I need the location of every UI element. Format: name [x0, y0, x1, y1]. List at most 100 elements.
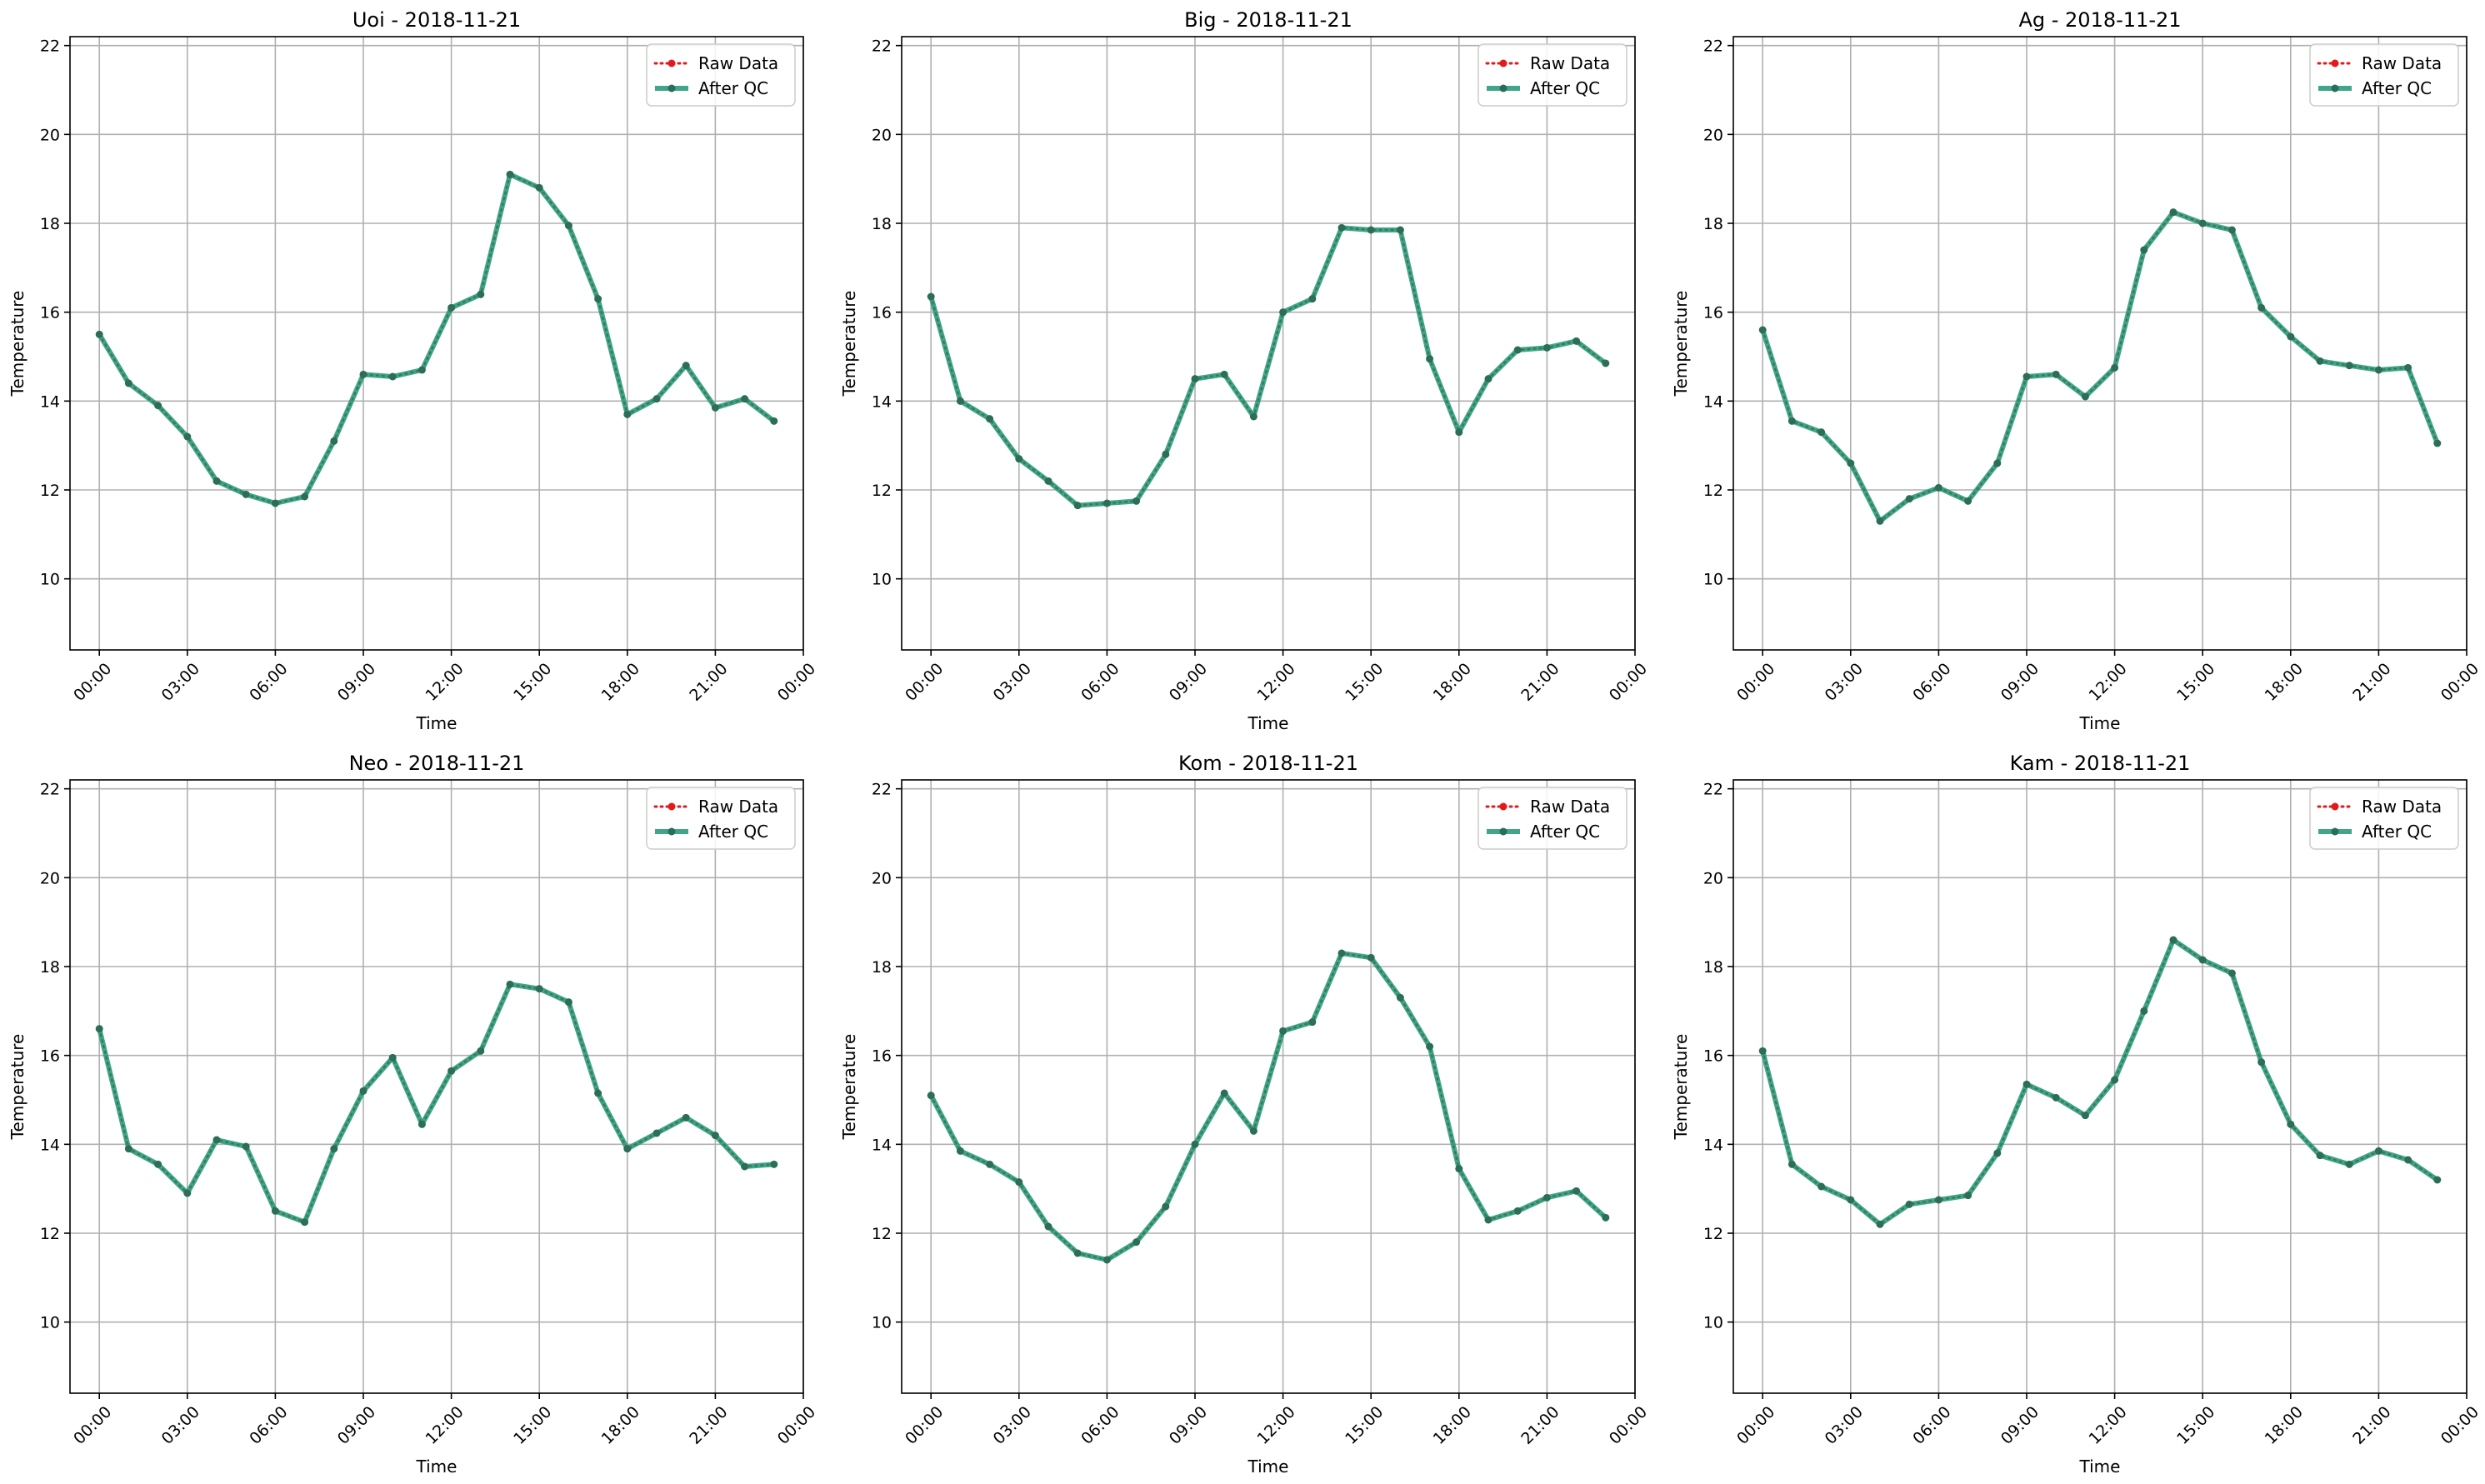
legend-qc-marker [1499, 84, 1508, 92]
x-tick-label: 15:00 [510, 1403, 555, 1448]
chart-title: Big - 2018-11-21 [1184, 8, 1352, 32]
x-tick-label: 00:00 [902, 1403, 947, 1448]
raw-data-line [1761, 937, 2439, 1227]
x-tick-label: 09:00 [334, 1403, 379, 1448]
after-qc-point [301, 492, 309, 501]
x-tick-label: 18:00 [598, 1403, 643, 1448]
after-qc-point [448, 303, 456, 312]
x-tick-label: 18:00 [598, 660, 643, 705]
y-tick-label: 22 [1703, 37, 1723, 56]
after-qc-point [1993, 1149, 2002, 1157]
series-after-qc [95, 980, 778, 1227]
x-tick-label: 06:00 [1909, 1403, 1954, 1448]
legend: Raw Data After QC [646, 43, 796, 107]
series-after-qc [927, 949, 1610, 1264]
y-tick-label: 14 [1703, 1136, 1723, 1154]
y-tick-label: 18 [872, 958, 892, 977]
y-tick-label: 12 [40, 1225, 60, 1243]
after-qc-point [1426, 1042, 1434, 1051]
y-tick-label: 20 [1703, 869, 1723, 887]
grid [1733, 37, 2468, 650]
after-qc-point [711, 1132, 719, 1140]
grid [70, 37, 804, 650]
x-axis-label: Time [416, 1457, 458, 1477]
legend: Raw Data After QC [1478, 787, 1628, 850]
series-raw-data [1759, 208, 2441, 525]
x-tick-label: 18:00 [1430, 1403, 1475, 1448]
series-after-qc [1758, 936, 2442, 1228]
y-tick-label: 22 [40, 37, 60, 56]
legend-qc-marker [668, 827, 676, 836]
after-qc-point [506, 980, 514, 988]
legend: Raw Data After QC [2309, 787, 2459, 850]
after-qc-point [418, 1120, 426, 1128]
plot-frame [69, 779, 804, 1394]
chart-title: Uoi - 2018-11-21 [352, 8, 521, 32]
y-tick-label: 16 [872, 304, 892, 322]
y-tick-label: 16 [1703, 1047, 1723, 1066]
legend-raw-marker [668, 802, 676, 811]
subplot-3: 10 12 14 16 18 20 22 00:00 03:00 06:00 09:00 12:00 1… [8, 752, 819, 1477]
y-tick-label: 14 [872, 1136, 892, 1154]
subplot-1: 10 12 14 16 18 20 22 00:00 03:00 06:00 09:00 12:00 1… [839, 8, 1651, 733]
after-qc-point [956, 1147, 964, 1155]
y-tick-label: 14 [872, 392, 892, 411]
y-axis-label: Temperature [8, 1034, 28, 1141]
x-tick-label: 18:00 [2262, 1403, 2307, 1448]
legend-qc-label: After QC [1530, 78, 1600, 98]
after-qc-point [388, 372, 397, 381]
legend-qc-label: After QC [698, 78, 768, 98]
after-qc-point [594, 295, 602, 303]
legend-qc-label: After QC [698, 822, 768, 842]
x-tick-label: 00:00 [2438, 660, 2482, 705]
x-axis-label: Time [416, 713, 458, 733]
x-tick-label: 21:00 [1518, 1403, 1562, 1448]
x-tick-label: 21:00 [686, 660, 731, 705]
x-tick-label: 15:00 [2173, 660, 2218, 705]
legend-raw-label: Raw Data [698, 797, 778, 817]
x-tick-label: 00:00 [70, 1403, 115, 1448]
y-tick-label: 18 [40, 958, 60, 977]
chart-title: Kom - 2018-11-21 [1178, 752, 1358, 775]
legend-raw-marker [2331, 802, 2339, 811]
x-tick-label: 09:00 [1166, 1403, 1211, 1448]
x-tick-label: 00:00 [774, 660, 819, 705]
legend-raw-marker [1499, 802, 1508, 811]
x-tick-label: 09:00 [334, 660, 379, 705]
raw-data-overlay [930, 952, 1607, 1262]
y-axis-label: Temperature [1671, 1034, 1691, 1141]
after-qc-point [2140, 1007, 2148, 1015]
legend: Raw Data After QC [1478, 43, 1628, 107]
y-tick-label: 10 [1703, 571, 1723, 589]
x-tick-label: 03:00 [1822, 1403, 1867, 1448]
y-tick-label: 10 [872, 571, 892, 589]
raw-data-overlay [98, 983, 775, 1223]
x-tick-label: 12:00 [422, 660, 467, 705]
after-qc-line [928, 951, 1608, 1262]
x-tick-label: 00:00 [1733, 660, 1778, 705]
x-tick-label: 21:00 [2349, 1403, 2394, 1448]
after-qc-point [1934, 1196, 1942, 1204]
after-qc-point [2316, 1152, 2324, 1160]
x-tick-label: 03:00 [158, 1403, 203, 1448]
y-tick-label: 18 [40, 215, 60, 233]
x-tick-label: 00:00 [1606, 660, 1651, 705]
legend-raw-label: Raw Data [2362, 797, 2442, 817]
legend-raw-marker [1499, 59, 1508, 67]
x-tick-label: 00:00 [2438, 1403, 2482, 1448]
x-tick-label: 18:00 [1430, 660, 1475, 705]
series-raw-data [96, 981, 778, 1226]
legend-raw-label: Raw Data [2362, 53, 2442, 73]
x-axis-label: Time [1248, 1457, 1289, 1477]
after-qc-point [359, 370, 368, 378]
x-tick-label: 12:00 [1253, 660, 1298, 705]
x-tick-label: 15:00 [2173, 1403, 2218, 1448]
chart-title: Ag - 2018-11-21 [2018, 8, 2181, 32]
after-qc-point [1367, 226, 1375, 234]
x-tick-label: 12:00 [1253, 1403, 1298, 1448]
after-qc-point [1338, 223, 1346, 232]
x-tick-label: 03:00 [990, 660, 1035, 705]
raw-data-overlay [1762, 938, 2438, 1226]
x-tick-label: 12:00 [2085, 660, 2130, 705]
y-tick-label: 10 [40, 571, 60, 589]
